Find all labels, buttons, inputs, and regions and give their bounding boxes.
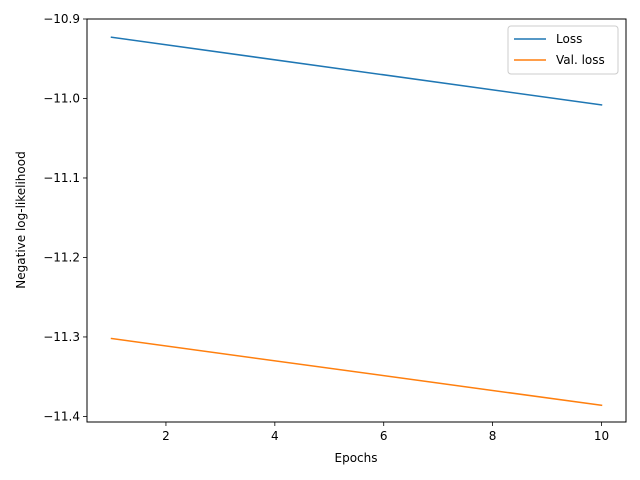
series-line-loss	[110, 36, 603, 106]
y-tick-label: −11.0	[43, 91, 80, 105]
x-tick-label: 2	[162, 429, 170, 443]
legend: Loss Val. loss	[507, 25, 619, 75]
x-tick-label: 4	[271, 429, 279, 443]
series-layer	[110, 36, 603, 407]
x-tick-label: 6	[380, 429, 388, 443]
x-tick-label: 8	[489, 429, 497, 443]
y-tick-label: −11.2	[43, 250, 80, 264]
series-line-val-loss	[110, 337, 603, 407]
y-tick-label: −11.1	[43, 171, 80, 185]
x-axis-title: Epochs	[335, 451, 378, 465]
y-tick-label: −11.3	[43, 330, 80, 344]
y-axis-title: Negative log-likelihood	[14, 151, 28, 288]
legend-box	[507, 25, 619, 75]
x-tick-label: 10	[594, 429, 609, 443]
y-axis-ticks: −10.9 −11.0 −11.1 −11.2 −11.3 −11.4	[43, 12, 87, 423]
y-tick-label: −10.9	[43, 12, 80, 26]
y-tick-label: −11.4	[43, 409, 80, 423]
legend-label-loss: Loss	[556, 32, 582, 46]
x-axis-ticks: 2 4 6 8 10	[162, 422, 609, 443]
plot-frame	[86, 18, 627, 423]
legend-label-val-loss: Val. loss	[556, 53, 605, 67]
